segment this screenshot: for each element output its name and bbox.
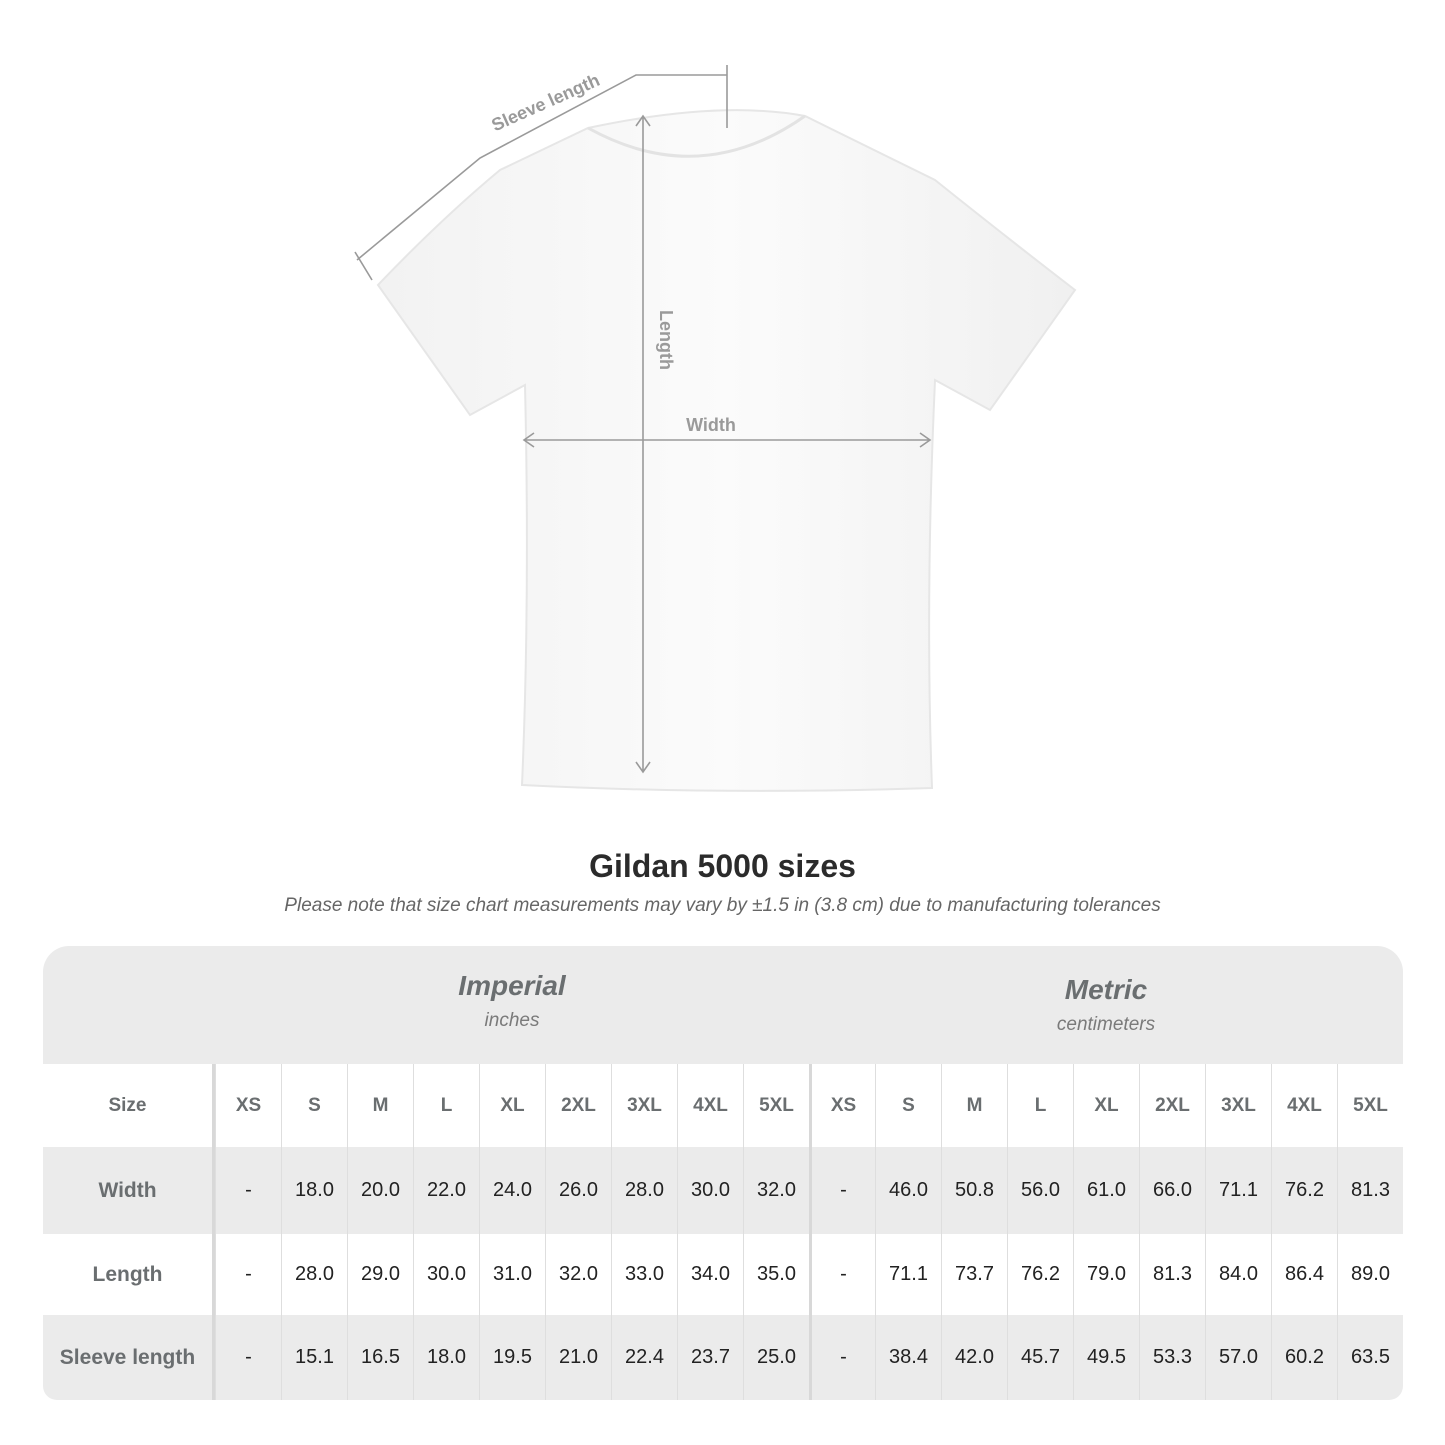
imperial-unit: inches [484,1010,540,1031]
imperial-value-cell: 18.0 [281,1147,347,1234]
sleeve-measure-line [354,65,728,281]
imperial-value-cell: 19.5 [479,1315,545,1400]
imperial-value-cell: 24.0 [479,1147,545,1234]
imperial-value-cell: - [215,1147,281,1234]
page-title: Gildan 5000 sizes [589,848,856,884]
imperial-value-cell: 18.0 [413,1315,479,1400]
metric-value-cell: 46.0 [875,1147,941,1234]
metric-value-cell: 76.2 [1007,1234,1073,1315]
imperial-value-cell: 31.0 [479,1234,545,1315]
imperial-size-header: XL [479,1064,545,1147]
metric-value-cell: 81.3 [1139,1234,1205,1315]
metric-value-cell: - [809,1234,875,1315]
imperial-value-cell: 30.0 [413,1234,479,1315]
imperial-value-cell: 20.0 [347,1147,413,1234]
metric-size-header: XS [809,1064,875,1147]
width-label: Width [686,415,736,435]
row-label: Width [43,1147,215,1234]
metric-value-cell: 53.3 [1139,1315,1205,1400]
metric-value-cell: 86.4 [1271,1234,1337,1315]
metric-value-cell: 73.7 [941,1234,1007,1315]
imperial-value-cell: 30.0 [677,1147,743,1234]
metric-value-cell: 56.0 [1007,1147,1073,1234]
table-row: Width -18.0 20.0 22.0 24.0 26.0 28.0 30.0 32.0-4… [43,1147,1403,1234]
imperial-value-cell: - [215,1315,281,1400]
table-row: Length -28.0 29.0 30.0 31.0 32.0 33.0 34.0 35.0-… [43,1234,1403,1315]
tolerance-note: Please note that size chart measurements… [284,895,1161,916]
imperial-value-cell: 15.1 [281,1315,347,1400]
imperial-value-cell: 28.0 [281,1234,347,1315]
metric-unit: centimeters [1056,1014,1156,1035]
metric-value-cell: 71.1 [1205,1147,1271,1234]
units-header: Imperial inches Metric centimeters [43,946,1403,1064]
metric-header: Metric centimeters [809,974,1403,1036]
metric-value-cell: - [809,1315,875,1400]
imperial-size-header: 3XL [611,1064,677,1147]
metric-size-header: M [941,1064,1007,1147]
metric-value-cell: 63.5 [1337,1315,1403,1400]
imperial-size-header: S [281,1064,347,1147]
metric-value-cell: 61.0 [1073,1147,1139,1234]
imperial-value-cell: 29.0 [347,1234,413,1315]
tshirt-body [376,109,1077,792]
imperial-value-cell: 23.7 [677,1315,743,1400]
size-label: Size [43,1064,215,1147]
metric-value-cell: 49.5 [1073,1315,1139,1400]
imperial-header: Imperial inches [215,970,809,1032]
imperial-value-cell: 16.5 [347,1315,413,1400]
imperial-size-header: 5XL [743,1064,809,1147]
imperial-value-cell: 26.0 [545,1147,611,1234]
tshirt-collar [587,114,806,158]
imperial-title: Imperial [458,970,566,1001]
metric-value-cell: 50.8 [941,1147,1007,1234]
metric-value-cell: 84.0 [1205,1234,1271,1315]
imperial-value-cell: - [215,1234,281,1315]
metric-value-cell: 42.0 [941,1315,1007,1400]
metric-value-cell: 57.0 [1205,1315,1271,1400]
metric-value-cell: 79.0 [1073,1234,1139,1315]
imperial-value-cell: 22.4 [611,1315,677,1400]
metric-value-cell: 81.3 [1337,1147,1403,1234]
table-row: Sleeve length -15.1 16.5 18.0 19.5 21.0 22.4 23… [43,1315,1403,1400]
size-header-row: Size XS S M L XL 2XL 3XL 4XL 5XL XS S M L XL 2XL 3XL 4XL 5… [43,1064,1403,1147]
imperial-value-cell: 32.0 [545,1234,611,1315]
imperial-size-header: 4XL [677,1064,743,1147]
metric-size-header: S [875,1064,941,1147]
imperial-value-cell: 35.0 [743,1234,809,1315]
metric-size-header: L [1007,1064,1073,1147]
tshirt-diagram: Sleeve length Length Width [354,65,1077,792]
row-label: Sleeve length [43,1315,215,1400]
imperial-size-header: M [347,1064,413,1147]
metric-value-cell: 89.0 [1337,1234,1403,1315]
imperial-size-header: L [413,1064,479,1147]
metric-value-cell: - [809,1147,875,1234]
metric-value-cell: 38.4 [875,1315,941,1400]
imperial-value-cell: 25.0 [743,1315,809,1400]
width-measure-line [522,432,932,448]
imperial-size-header: 2XL [545,1064,611,1147]
imperial-value-cell: 34.0 [677,1234,743,1315]
metric-size-header: 2XL [1139,1064,1205,1147]
size-table: Imperial inches Metric centimeters Size X… [43,946,1403,1400]
length-label: Length [656,310,676,370]
metric-size-header: 3XL [1205,1064,1271,1147]
length-measure-line [635,114,651,774]
metric-value-cell: 71.1 [875,1234,941,1315]
metric-value-cell: 66.0 [1139,1147,1205,1234]
imperial-value-cell: 21.0 [545,1315,611,1400]
imperial-value-cell: 28.0 [611,1147,677,1234]
row-label: Length [43,1234,215,1315]
metric-value-cell: 45.7 [1007,1315,1073,1400]
imperial-size-header: XS [215,1064,281,1147]
imperial-value-cell: 32.0 [743,1147,809,1234]
metric-size-header: 4XL [1271,1064,1337,1147]
metric-value-cell: 60.2 [1271,1315,1337,1400]
metric-size-header: 5XL [1337,1064,1403,1147]
metric-value-cell: 76.2 [1271,1147,1337,1234]
imperial-value-cell: 33.0 [611,1234,677,1315]
metric-title: Metric [1064,974,1148,1005]
metric-size-header: XL [1073,1064,1139,1147]
imperial-value-cell: 22.0 [413,1147,479,1234]
